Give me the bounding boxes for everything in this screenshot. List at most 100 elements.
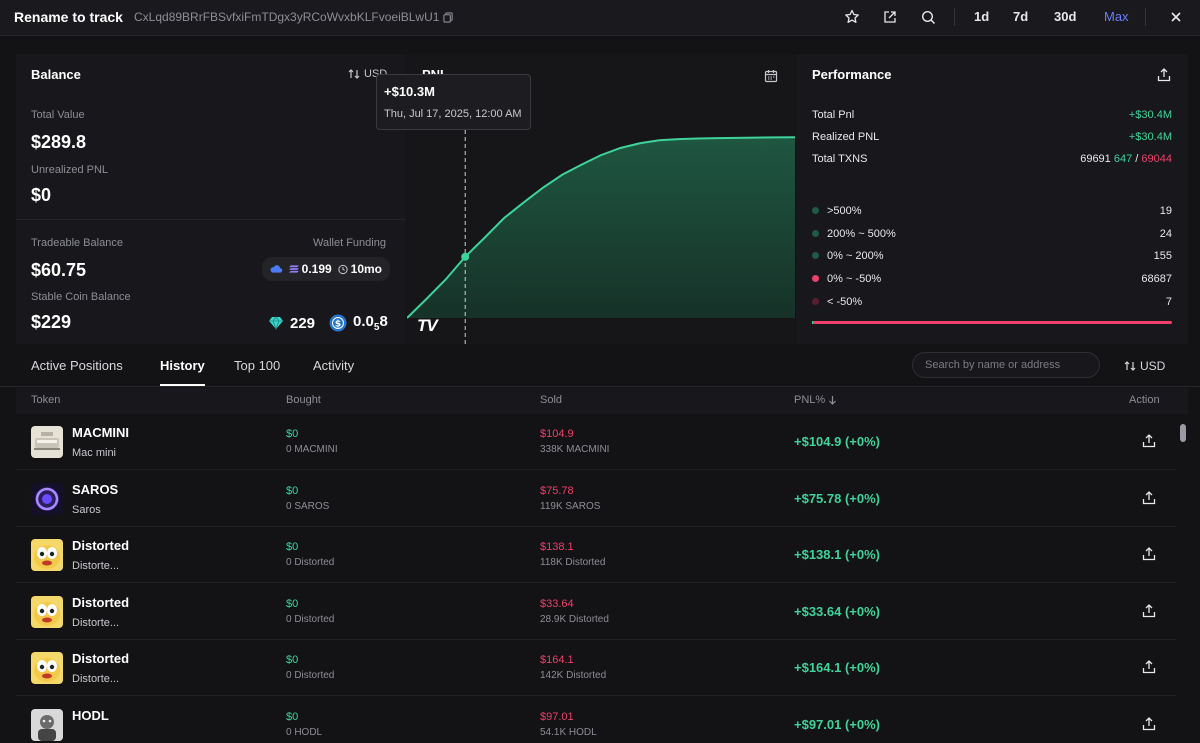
wallet-title[interactable]: Rename to track: [14, 9, 123, 25]
tab-history[interactable]: History: [160, 358, 205, 373]
stable-token-a: 229: [290, 314, 316, 332]
table-row[interactable]: Distorted Distorte... $0 0 Distorted $16…: [16, 640, 1176, 696]
pnl-value: +$138.1 (+0%): [794, 547, 881, 562]
sold-value: $104.9: [540, 428, 574, 440]
top-bar: Rename to track CxLqd89BRrFBSvfxiFmTDgx3…: [0, 0, 1200, 36]
bought-value: $0: [286, 484, 299, 497]
sold-value: $164.1: [540, 654, 574, 666]
txns-separator: /: [1135, 153, 1139, 165]
tabs-bar: Active Positions History Top 100 Activit…: [0, 344, 1200, 387]
tab-activity[interactable]: Activity: [313, 358, 355, 373]
tradingview-watermark: TV: [417, 316, 438, 335]
bucket-dot: [812, 230, 819, 237]
pnl-chart[interactable]: [407, 54, 795, 344]
table-row[interactable]: HODL $0 0 HODL $97.01 54.1K HODL +$97.01…: [16, 696, 1176, 743]
tab-top-100[interactable]: Top 100: [234, 358, 281, 373]
pnl-value: +$33.64 (+0%): [794, 603, 881, 619]
copy-icon[interactable]: [443, 11, 454, 23]
sold-amount: 118K Distorted: [540, 557, 606, 568]
pnl-value: +$75.78 (+0%): [794, 490, 881, 506]
token-avatar: [31, 708, 63, 741]
bucket-row: 0% ~ 200% 155: [812, 250, 1172, 262]
stable-token-b-tail: 8: [379, 313, 388, 330]
token-avatar: [31, 482, 63, 515]
solana-icon: [288, 265, 299, 273]
sold-value: $75.78: [540, 484, 574, 497]
sold-value: $138.1: [540, 541, 574, 553]
wallet-funding-amount: 0.199: [301, 262, 332, 276]
share-icon[interactable]: [1142, 603, 1158, 620]
tab-active-positions[interactable]: Active Positions: [31, 358, 123, 373]
calendar-icon[interactable]: [761, 66, 781, 86]
balance-panel: Balance USD Total Value $289.8 Unrealize…: [16, 54, 406, 344]
tradeable-label: Tradeable Balance: [31, 237, 123, 249]
bucket-count: 24: [1159, 228, 1172, 240]
cloud-icon: [270, 265, 283, 273]
wallet-address[interactable]: CxLqd89BRrFBSvfxiFmTDgx3yRCoWvxbKLFvoeiB…: [134, 10, 454, 24]
period-7d[interactable]: 7d: [1013, 9, 1029, 24]
search-icon[interactable]: [918, 7, 938, 27]
realized-pnl-label: Realized PNL: [812, 131, 880, 143]
scrollbar-thumb[interactable]: [1180, 424, 1186, 442]
column-pnl[interactable]: PNL%: [794, 394, 837, 406]
token-symbol[interactable]: MACMINI: [72, 425, 130, 440]
column-pnl-label: PNL%: [794, 394, 826, 406]
realized-pnl-value: +$30.4M: [1128, 131, 1172, 143]
total-pnl-row: Total Pnl +$30.4M: [812, 109, 1172, 121]
token-name: Saros: [72, 503, 101, 516]
highlight-point[interactable]: [461, 252, 470, 261]
column-sold[interactable]: Sold: [540, 394, 563, 406]
bucket-dot: [812, 298, 819, 305]
share-icon[interactable]: [1142, 716, 1158, 733]
star-icon[interactable]: [842, 7, 862, 27]
sold-amount: 54.1K HODL: [540, 726, 597, 738]
search-input[interactable]: Search by name or address: [912, 352, 1100, 378]
token-symbol[interactable]: Distorted: [72, 594, 130, 610]
scrollbar[interactable]: [1180, 414, 1186, 743]
stable-tokens: 229 $ 0.058: [268, 313, 388, 333]
total-value: $289.8: [31, 132, 87, 152]
share-icon[interactable]: [1142, 547, 1158, 563]
distribution-bar: [812, 321, 1172, 324]
bought-value: $0: [286, 428, 299, 440]
diamond-icon: [269, 316, 283, 330]
table-row[interactable]: MACMINI Mac mini $0 0 MACMINI $104.9 338…: [16, 414, 1176, 470]
token-symbol[interactable]: Distorted: [72, 538, 130, 553]
period-max[interactable]: Max: [1104, 9, 1129, 24]
period-1d[interactable]: 1d: [974, 9, 990, 24]
sold-amount: 142K Distorted: [540, 670, 607, 681]
table-row[interactable]: SAROS Saros $0 0 SAROS $75.78 119K SAROS…: [16, 470, 1176, 527]
token-avatar: [31, 426, 63, 458]
pnl-value: +$164.1 (+0%): [794, 660, 881, 675]
total-txns-label: Total TXNS: [812, 153, 868, 165]
table-row[interactable]: Distorted Distorte... $0 0 Distorted $13…: [16, 527, 1176, 583]
token-symbol[interactable]: SAROS: [72, 481, 119, 497]
external-link-icon[interactable]: [880, 7, 900, 27]
share-icon[interactable]: [1142, 434, 1158, 450]
bucket-row: >500% 19: [812, 205, 1172, 217]
column-token[interactable]: Token: [31, 394, 61, 406]
bucket-count: 7: [1165, 296, 1172, 308]
bucket-label: 0% ~ -50%: [827, 273, 882, 285]
period-30d[interactable]: 30d: [1054, 9, 1077, 24]
tooltip-value: +$10.3M: [384, 84, 435, 99]
table-row[interactable]: Distorted Distorte... $0 0 Distorted $33…: [16, 583, 1176, 640]
bucket-count: 19: [1159, 205, 1172, 217]
token-symbol[interactable]: Distorted: [72, 651, 130, 666]
share-icon[interactable]: [1142, 660, 1158, 676]
bought-value: $0: [286, 710, 299, 723]
share-icon[interactable]: [1142, 490, 1158, 507]
close-icon[interactable]: [1166, 7, 1186, 27]
table-currency-toggle[interactable]: USD: [1124, 359, 1165, 373]
pnl-area: [407, 137, 795, 318]
pnl-value: +$97.01 (+0%): [794, 716, 881, 732]
token-symbol[interactable]: HODL: [72, 707, 109, 723]
txns-total: 69691: [1080, 153, 1111, 165]
wallet-funding-chip[interactable]: 0.199 10mo: [262, 257, 390, 281]
bucket-row: 200% ~ 500% 24: [812, 228, 1172, 240]
balance-title: Balance: [31, 67, 81, 82]
wallet-funding-age: 10mo: [350, 262, 383, 276]
token-avatar: [31, 595, 63, 628]
share-icon[interactable]: [1154, 65, 1174, 85]
column-bought[interactable]: Bought: [286, 394, 321, 406]
